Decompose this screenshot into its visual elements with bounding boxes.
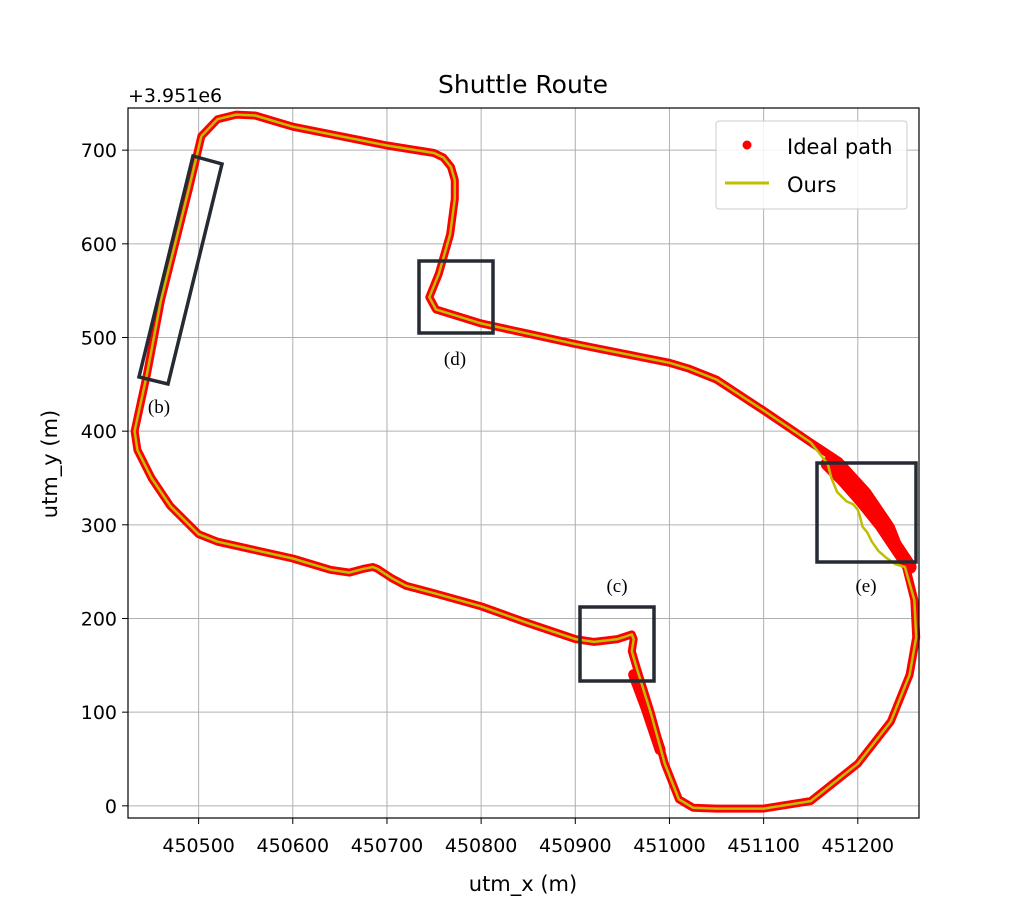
- ideal-path-dense-segment: [628, 669, 666, 756]
- region-box-c: [578, 605, 656, 683]
- x-tick-label: 451000: [633, 835, 706, 857]
- x-tick-label: 450900: [539, 835, 612, 857]
- region-label-c: (c): [606, 576, 627, 597]
- region-label-b: (b): [148, 397, 170, 418]
- plot-area-frame: [127, 107, 920, 819]
- x-tick-label: 450600: [257, 835, 330, 857]
- y-axis-ticks: 0 100 200 300 400 500 600 700: [81, 140, 128, 818]
- x-tick-label: 451200: [822, 835, 895, 857]
- y-tick-label: 400: [81, 421, 117, 443]
- axis-offset-text: +3.951e6: [128, 85, 222, 107]
- y-tick-label: 100: [81, 702, 117, 724]
- x-axis-label: utm_x (m): [469, 872, 577, 897]
- region-box-d: [417, 259, 495, 335]
- legend-frame: [715, 120, 908, 210]
- y-tick-label: 500: [81, 327, 117, 349]
- highlight-boxes: [136, 153, 918, 683]
- ours-trace: [133, 113, 918, 810]
- y-tick-label: 700: [81, 140, 117, 162]
- ours-series: [133, 113, 918, 810]
- y-tick-label: 0: [105, 796, 117, 818]
- x-tick-label: 450500: [162, 835, 235, 857]
- chart-title: Shuttle Route: [438, 70, 608, 99]
- ideal-path-dense-segment: [820, 456, 917, 574]
- region-label-e: (e): [855, 576, 876, 597]
- legend-ours-label: Ours: [787, 173, 836, 197]
- region-box-b: [136, 153, 225, 387]
- legend: Ideal path Ours: [715, 120, 908, 210]
- x-tick-label: 450700: [351, 835, 424, 857]
- x-tick-label: 450800: [445, 835, 518, 857]
- x-axis-ticks: 450500 450600 450700 450800 450900 451000 4511…: [162, 818, 894, 857]
- x-tick-label: 451100: [727, 835, 800, 857]
- y-axis-label: utm_y (m): [38, 410, 63, 518]
- y-tick-label: 600: [81, 234, 117, 256]
- y-tick-label: 200: [81, 608, 117, 630]
- region-box-e: [815, 461, 918, 564]
- region-label-d: (d): [444, 349, 466, 370]
- legend-ideal-marker: [742, 140, 752, 150]
- y-tick-label: 300: [81, 515, 117, 537]
- legend-ideal-label: Ideal path: [787, 135, 893, 159]
